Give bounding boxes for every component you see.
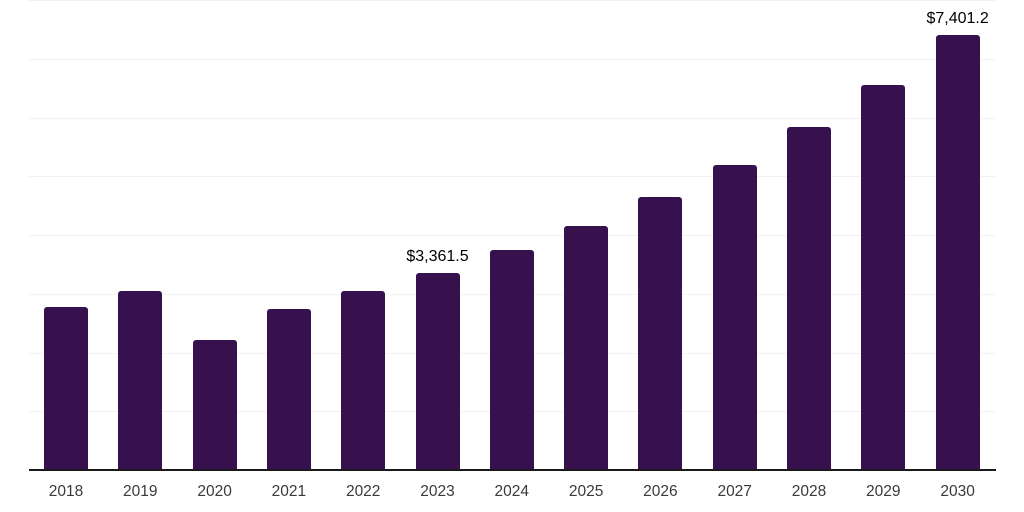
bar-2020 (192, 340, 237, 470)
gridline (29, 59, 996, 60)
x-tick-label-2022: 2022 (345, 483, 381, 500)
x-tick-label-2020: 2020 (197, 483, 232, 500)
gridline (29, 118, 996, 119)
x-tick-label-2019: 2019 (123, 483, 158, 500)
x-tick-label-2030: 2030 (940, 483, 975, 500)
bar-2024 (489, 250, 534, 470)
gridline (29, 0, 996, 1)
bar-2027 (712, 165, 757, 470)
bar-2021 (266, 309, 311, 470)
x-tick-label-2026: 2026 (643, 483, 678, 500)
x-tick-label-2029: 2029 (866, 483, 901, 500)
bar-2028 (787, 127, 831, 470)
x-tick-label-2025: 2025 (568, 483, 604, 500)
x-tick-label-2018: 2018 (48, 483, 84, 500)
bar-2019 (118, 291, 163, 470)
bar-2023 (415, 273, 460, 470)
bar-value-label-2030: $7,401.2 (926, 10, 989, 27)
x-tick-label-2028: 2028 (791, 483, 827, 500)
x-axis-line (29, 469, 996, 471)
x-tick-label-2021: 2021 (271, 483, 307, 500)
x-tick-label-2027: 2027 (717, 483, 752, 500)
bar-value-label-2023: $3,361.5 (406, 248, 469, 265)
gridline (29, 176, 996, 177)
x-tick-label-2024: 2024 (494, 483, 530, 500)
bar-2025 (564, 226, 609, 470)
bar-2018 (44, 307, 88, 470)
bar-2026 (638, 197, 683, 470)
plot-area: $3,361.5 $7,401.2 (29, 0, 996, 470)
gridline (29, 235, 996, 236)
bar-2030 (935, 35, 980, 470)
bar-2022 (341, 291, 386, 470)
bar-2029 (861, 85, 906, 470)
x-tick-label-2023: 2023 (420, 483, 455, 500)
